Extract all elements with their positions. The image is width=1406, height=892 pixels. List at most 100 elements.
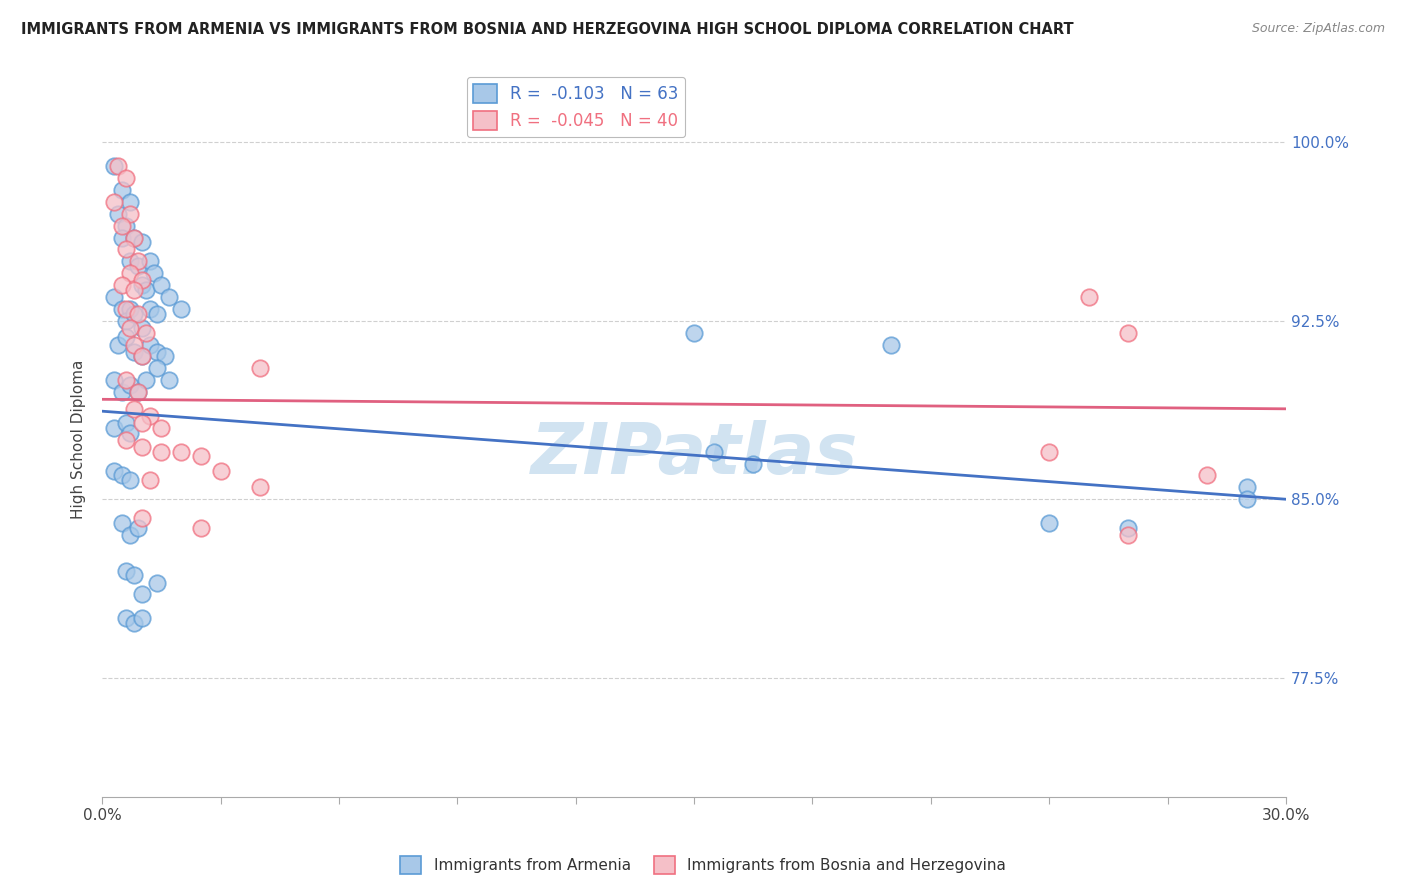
Point bbox=[122, 307, 145, 321]
Point bbox=[1116, 326, 1139, 340]
Point bbox=[115, 564, 138, 578]
Point bbox=[111, 230, 134, 244]
Text: ZIPatlas: ZIPatlas bbox=[530, 419, 858, 489]
Point bbox=[131, 321, 153, 335]
Point bbox=[111, 468, 134, 483]
Point bbox=[115, 314, 138, 328]
Point bbox=[122, 337, 145, 351]
Point bbox=[138, 301, 160, 316]
Point bbox=[103, 159, 125, 173]
Point bbox=[209, 464, 232, 478]
Point bbox=[131, 350, 153, 364]
Point bbox=[127, 307, 149, 321]
Point bbox=[115, 330, 138, 344]
Point bbox=[118, 207, 141, 221]
Point bbox=[122, 568, 145, 582]
Point bbox=[150, 421, 173, 435]
Text: IMMIGRANTS FROM ARMENIA VS IMMIGRANTS FROM BOSNIA AND HERZEGOVINA HIGH SCHOOL DI: IMMIGRANTS FROM ARMENIA VS IMMIGRANTS FR… bbox=[21, 22, 1074, 37]
Point bbox=[1116, 528, 1139, 542]
Point bbox=[131, 350, 153, 364]
Point bbox=[115, 219, 138, 233]
Point bbox=[138, 473, 160, 487]
Point bbox=[103, 290, 125, 304]
Point bbox=[122, 230, 145, 244]
Point bbox=[103, 194, 125, 209]
Point bbox=[118, 266, 141, 280]
Point bbox=[103, 421, 125, 435]
Point bbox=[111, 516, 134, 530]
Point bbox=[146, 575, 169, 590]
Point bbox=[111, 278, 134, 293]
Point bbox=[155, 350, 177, 364]
Point bbox=[150, 444, 173, 458]
Point bbox=[118, 194, 141, 209]
Point bbox=[127, 385, 149, 400]
Point bbox=[190, 521, 212, 535]
Point bbox=[118, 528, 141, 542]
Point bbox=[703, 444, 725, 458]
Point bbox=[249, 361, 271, 376]
Point bbox=[131, 273, 153, 287]
Point bbox=[115, 301, 138, 316]
Point bbox=[157, 373, 180, 387]
Point bbox=[127, 259, 149, 273]
Point bbox=[115, 433, 138, 447]
Point bbox=[118, 473, 141, 487]
Point bbox=[1236, 480, 1258, 494]
Point bbox=[142, 266, 165, 280]
Point bbox=[138, 254, 160, 268]
Point bbox=[111, 183, 134, 197]
Point bbox=[111, 301, 134, 316]
Point bbox=[115, 416, 138, 430]
Legend: Immigrants from Armenia, Immigrants from Bosnia and Herzegovina: Immigrants from Armenia, Immigrants from… bbox=[394, 850, 1012, 880]
Point bbox=[103, 373, 125, 387]
Point bbox=[742, 457, 765, 471]
Point bbox=[111, 385, 134, 400]
Point bbox=[118, 254, 141, 268]
Point bbox=[146, 307, 169, 321]
Point bbox=[118, 425, 141, 440]
Point bbox=[131, 511, 153, 525]
Point bbox=[107, 207, 129, 221]
Point bbox=[122, 283, 145, 297]
Point bbox=[115, 171, 138, 186]
Point bbox=[118, 301, 141, 316]
Point bbox=[138, 409, 160, 423]
Point bbox=[1038, 444, 1060, 458]
Point bbox=[150, 278, 173, 293]
Point bbox=[131, 611, 153, 625]
Point bbox=[1195, 468, 1218, 483]
Point bbox=[1038, 516, 1060, 530]
Point bbox=[146, 361, 169, 376]
Point bbox=[683, 326, 706, 340]
Point bbox=[118, 321, 141, 335]
Point bbox=[122, 344, 145, 359]
Point bbox=[190, 450, 212, 464]
Point bbox=[1236, 492, 1258, 507]
Point bbox=[157, 290, 180, 304]
Point bbox=[135, 283, 157, 297]
Point bbox=[103, 464, 125, 478]
Legend: R =  -0.103   N = 63, R =  -0.045   N = 40: R = -0.103 N = 63, R = -0.045 N = 40 bbox=[467, 77, 685, 137]
Point bbox=[1077, 290, 1099, 304]
Point bbox=[115, 243, 138, 257]
Point bbox=[127, 521, 149, 535]
Text: Source: ZipAtlas.com: Source: ZipAtlas.com bbox=[1251, 22, 1385, 36]
Point bbox=[880, 337, 903, 351]
Point bbox=[170, 444, 193, 458]
Point bbox=[107, 159, 129, 173]
Point bbox=[127, 385, 149, 400]
Point bbox=[122, 230, 145, 244]
Point bbox=[1116, 521, 1139, 535]
Point bbox=[135, 326, 157, 340]
Point bbox=[111, 219, 134, 233]
Point bbox=[138, 337, 160, 351]
Point bbox=[131, 235, 153, 250]
Point bbox=[249, 480, 271, 494]
Point bbox=[122, 615, 145, 630]
Y-axis label: High School Diploma: High School Diploma bbox=[72, 360, 86, 519]
Point bbox=[115, 373, 138, 387]
Point bbox=[127, 254, 149, 268]
Point bbox=[170, 301, 193, 316]
Point bbox=[131, 587, 153, 601]
